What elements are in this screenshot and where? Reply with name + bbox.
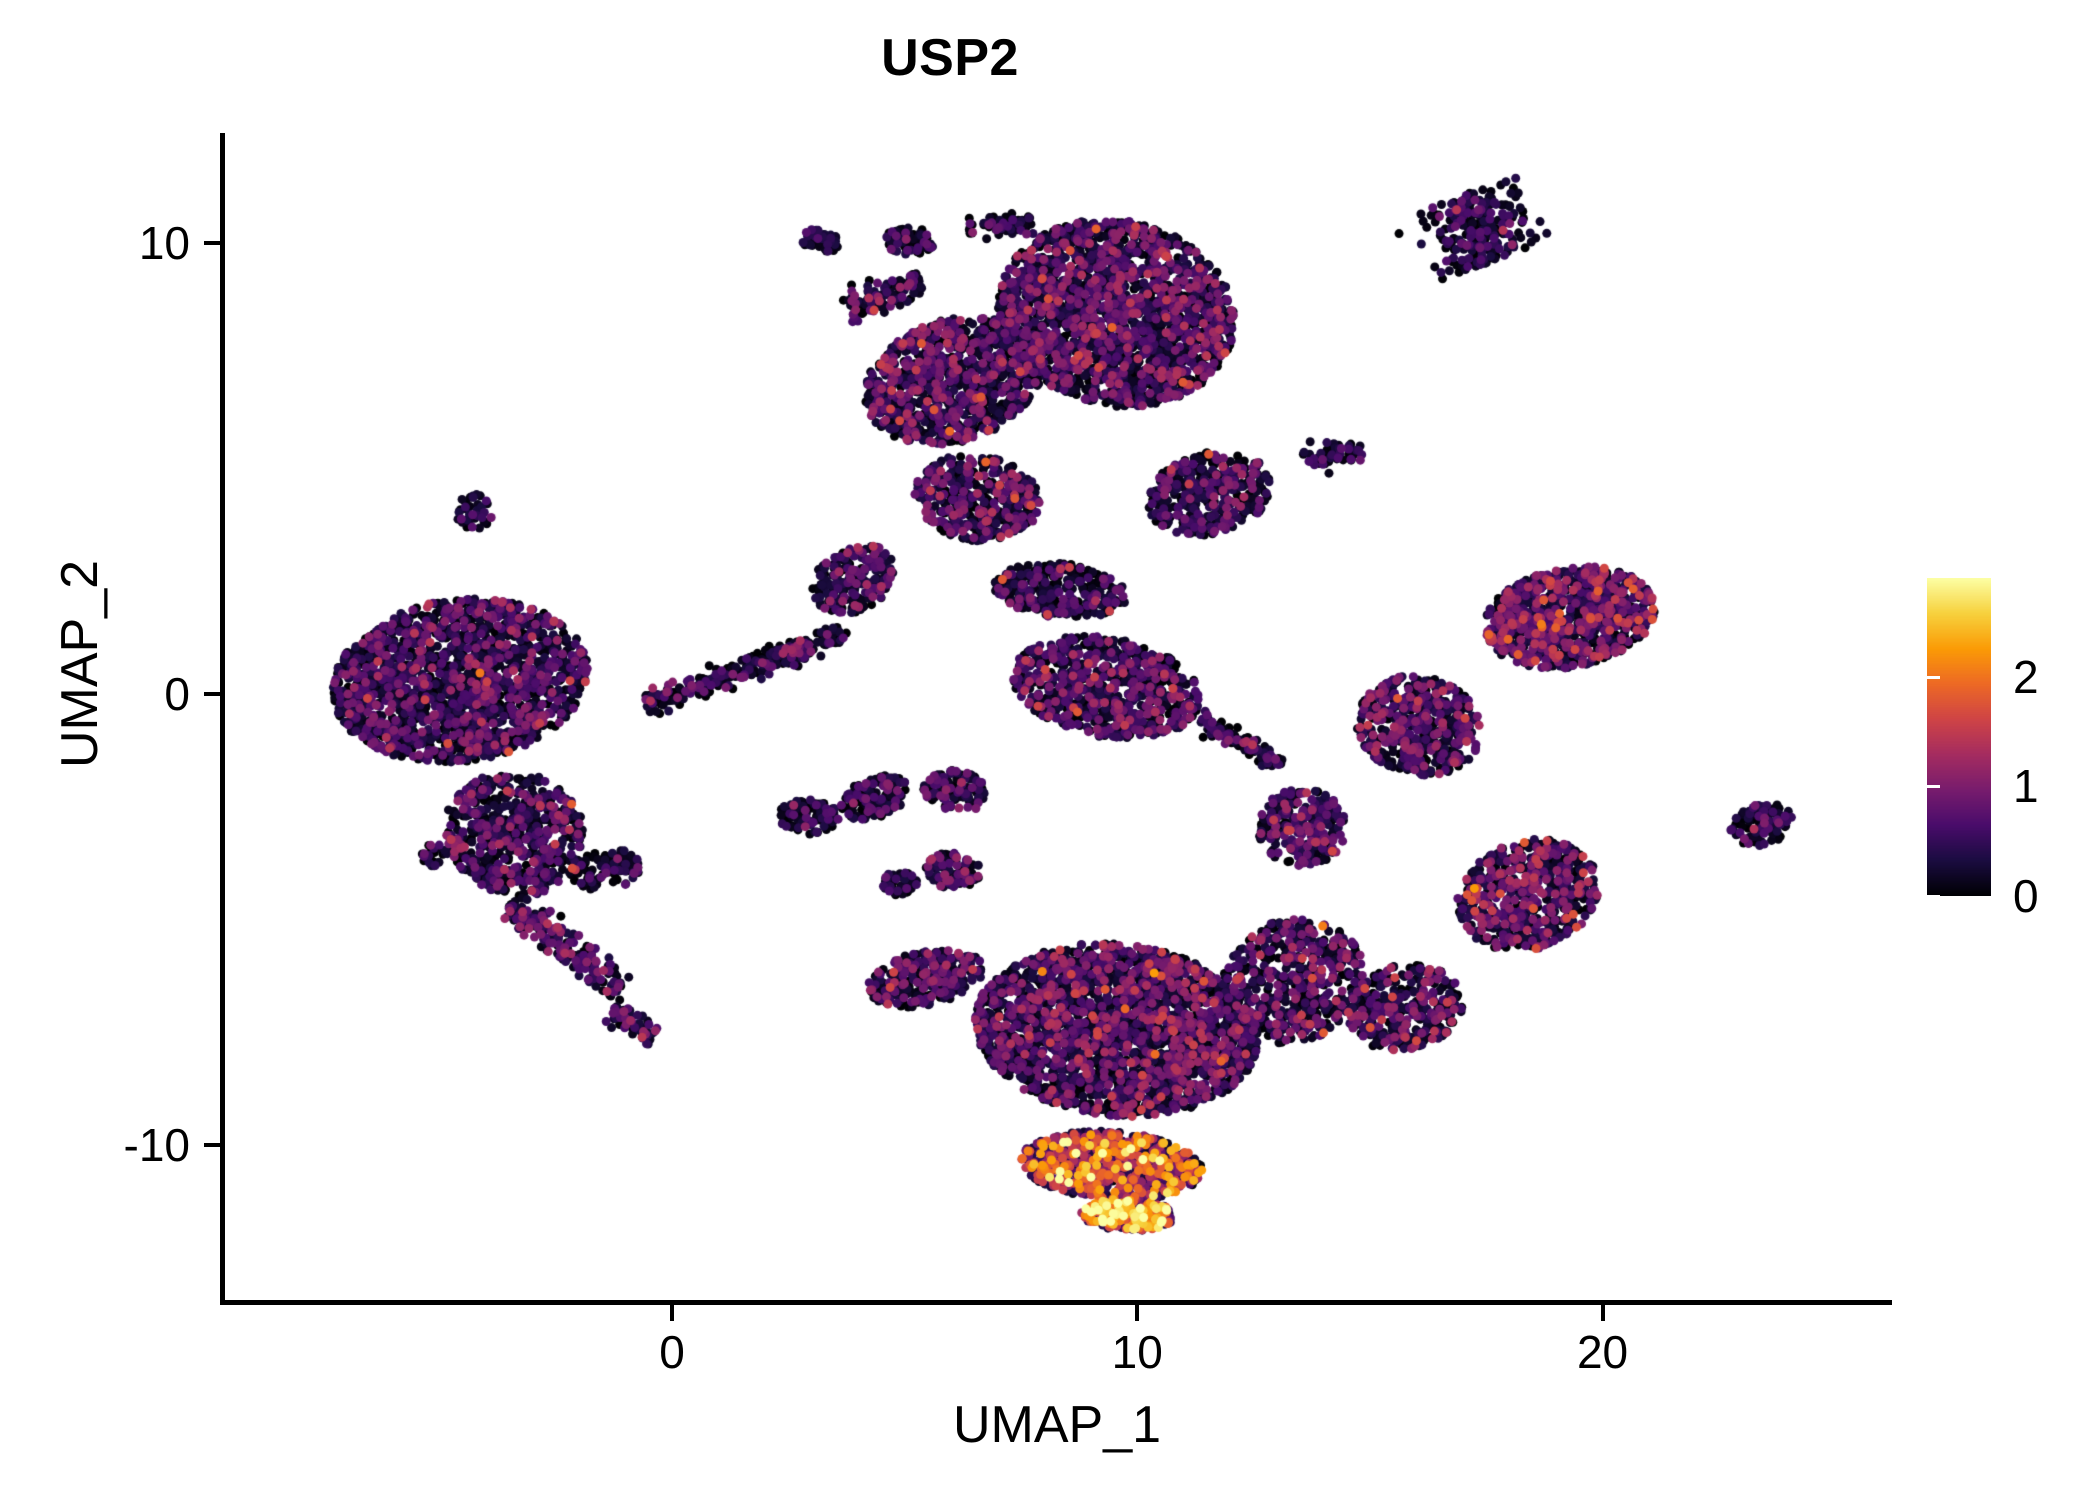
plot-panel <box>223 135 1891 1303</box>
x-tick-mark <box>1135 1305 1140 1321</box>
y-tick-mark <box>204 1143 220 1148</box>
scatter-points-canvas <box>223 135 1891 1303</box>
colorbar-tick-mark <box>1914 675 1927 679</box>
colorbar-tick-mark <box>1927 895 1940 898</box>
y-tick-mark <box>204 241 220 246</box>
colorbar-tick-mark <box>1914 895 1927 898</box>
x-axis-title: UMAP_1 <box>952 1396 1162 1454</box>
colorbar-tick-mark <box>1914 785 1927 789</box>
colorbar-tick-mark <box>1927 675 1940 679</box>
colorbar-tick-label: 2 <box>2013 650 2039 703</box>
y-axis-line <box>220 133 225 1305</box>
y-tick-mark <box>204 692 220 697</box>
y-tick-label: 0 <box>164 668 190 721</box>
y-tick-label: 10 <box>138 217 190 270</box>
colorbar-tick-label: 0 <box>2013 870 2039 922</box>
x-tick-label: 0 <box>659 1326 685 1378</box>
x-axis-line <box>220 1300 1892 1305</box>
colorbar-gradient <box>1927 578 1991 896</box>
x-tick-label: 20 <box>1576 1326 1629 1378</box>
x-tick-label: 10 <box>1111 1326 1163 1378</box>
page-title: USP2 <box>881 29 1019 87</box>
x-tick-mark <box>1600 1305 1605 1321</box>
colorbar-tick-mark <box>1927 785 1940 789</box>
colorbar-tick-label: 1 <box>2013 760 2039 813</box>
y-axis-title: UMAP_2 <box>51 559 109 769</box>
y-tick-label: -10 <box>123 1119 190 1172</box>
x-tick-mark <box>669 1305 674 1321</box>
